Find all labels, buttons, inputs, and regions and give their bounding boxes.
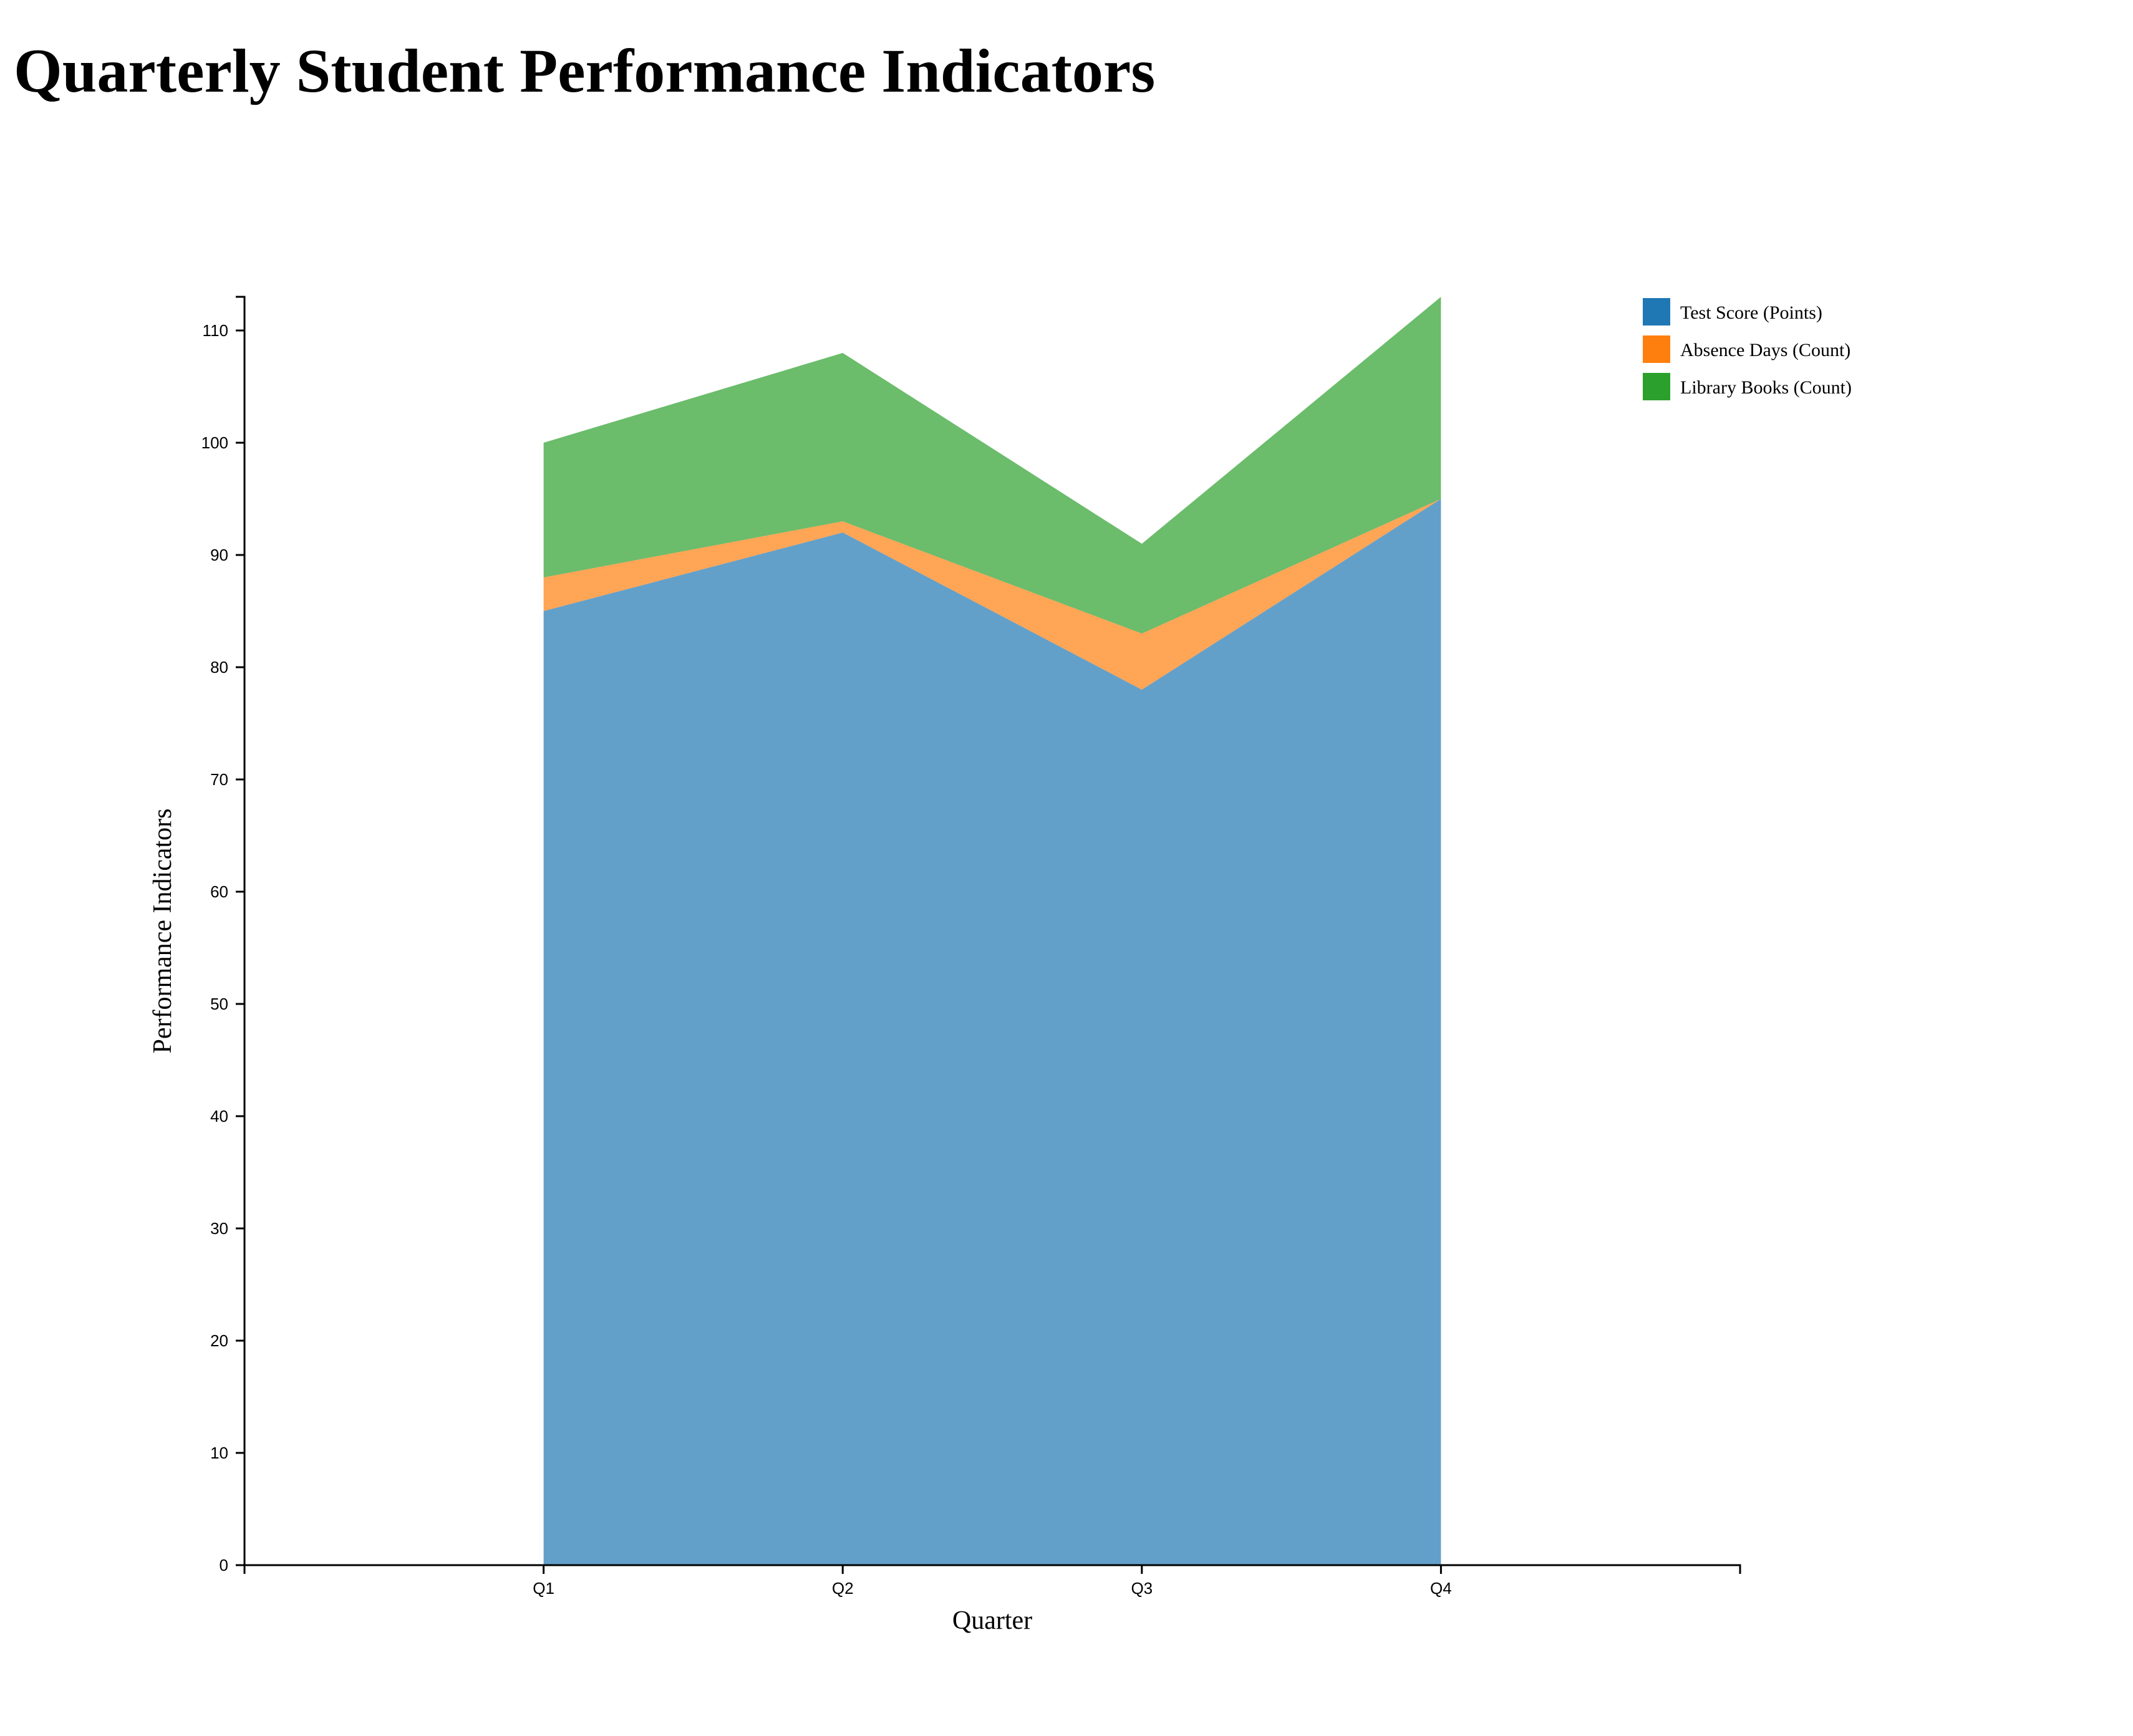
legend-swatch xyxy=(1643,373,1670,400)
legend-item: Absence Days (Count) xyxy=(1643,335,1850,363)
area-test-score-points xyxy=(543,499,1441,1565)
legend-swatch xyxy=(1643,335,1670,363)
x-axis-line xyxy=(243,1564,1741,1574)
y-tick-label: 0 xyxy=(220,1556,228,1574)
x-tick-label: Q1 xyxy=(533,1579,554,1598)
y-tick-label: 80 xyxy=(210,658,228,677)
x-tick-label: Q4 xyxy=(1430,1579,1452,1598)
legend-label: Absence Days (Count) xyxy=(1680,340,1850,360)
y-tick-label: 60 xyxy=(210,882,228,901)
y-tick-label: 70 xyxy=(210,770,228,789)
area-library-books-count xyxy=(543,297,1441,634)
area-absence-days-count xyxy=(543,499,1441,690)
x-tick-label: Q2 xyxy=(832,1579,854,1598)
y-axis-line xyxy=(236,296,246,1566)
y-tick-label: 30 xyxy=(210,1219,228,1238)
y-tick-label: 40 xyxy=(210,1107,228,1126)
legend-item: Library Books (Count) xyxy=(1643,373,1852,400)
legend-swatch xyxy=(1643,298,1670,326)
y-tick-label: 20 xyxy=(210,1331,228,1350)
legend-label: Library Books (Count) xyxy=(1680,377,1852,398)
y-tick-label: 50 xyxy=(210,995,228,1013)
legend-label: Test Score (Points) xyxy=(1680,302,1822,323)
legend: Test Score (Points) Absence Days (Count) L… xyxy=(1643,298,1852,400)
y-tick-label: 100 xyxy=(201,433,228,452)
areas-layer xyxy=(543,297,1441,1565)
y-tick-label: 90 xyxy=(210,546,228,564)
chart-title: Quarterly Student Performance Indicators xyxy=(14,36,1156,105)
y-axis-title: Performance Indicators xyxy=(148,809,177,1054)
x-tick-label: Q3 xyxy=(1131,1579,1153,1598)
y-tick-label: 110 xyxy=(203,321,228,340)
y-tick-label: 10 xyxy=(210,1444,228,1462)
legend-item: Test Score (Points) xyxy=(1643,298,1822,326)
x-axis-title: Quarter xyxy=(952,1606,1032,1635)
y-ticks-layer: 0 10 20 30 40 50 60 70 80 90 100 110 xyxy=(201,321,244,1574)
x-ticks-layer: Q1 Q2 Q3 Q4 xyxy=(533,1565,1452,1598)
